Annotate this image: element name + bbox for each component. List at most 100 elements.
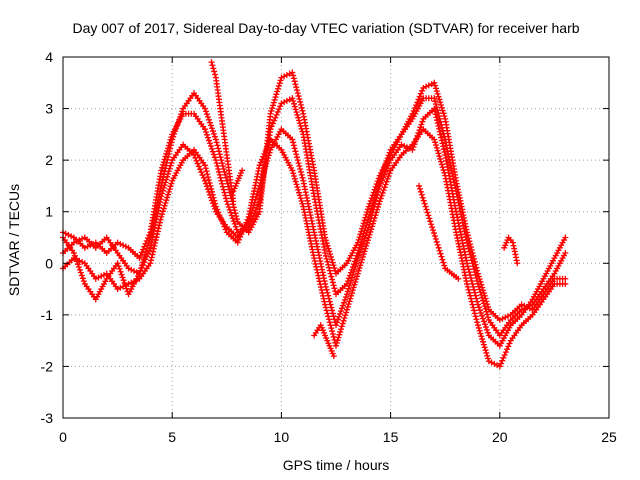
data-point — [491, 360, 498, 367]
data-point — [467, 292, 474, 299]
data-point — [354, 273, 360, 280]
data-series — [60, 59, 569, 370]
data-point — [224, 180, 231, 187]
data-point — [439, 140, 446, 147]
data-point — [356, 249, 363, 256]
y-tick-label: 4 — [45, 49, 53, 65]
data-point — [238, 231, 245, 238]
data-point — [359, 253, 366, 260]
data-point — [477, 309, 484, 316]
data-point — [84, 243, 91, 250]
data-point — [154, 231, 161, 238]
data-point — [398, 141, 405, 148]
y-tick-labels: -3 -2 -1 0 1 2 3 4 — [41, 49, 54, 426]
data-point — [334, 316, 341, 323]
data-point — [344, 288, 351, 295]
data-point — [480, 341, 487, 348]
data-point — [464, 229, 471, 236]
data-point — [274, 88, 281, 95]
data-point — [211, 197, 218, 204]
data-point — [311, 258, 318, 265]
data-point — [363, 242, 370, 249]
data-point — [343, 291, 350, 298]
data-point — [222, 192, 229, 199]
data-point — [224, 201, 231, 208]
data-point — [201, 105, 208, 112]
data-point — [175, 119, 182, 126]
x-tick-label: 5 — [168, 429, 176, 445]
data-point — [438, 161, 445, 168]
data-point — [166, 186, 173, 193]
data-point — [359, 222, 366, 229]
data-point — [351, 266, 358, 273]
data-point — [473, 295, 480, 302]
data-point — [156, 219, 163, 226]
data-point — [524, 304, 531, 311]
data-point — [350, 269, 357, 276]
data-point — [213, 139, 220, 146]
data-point — [364, 209, 371, 216]
data-point — [380, 174, 387, 181]
data-point — [464, 280, 471, 287]
data-point — [150, 245, 157, 252]
data-point — [202, 108, 209, 115]
data-point — [267, 110, 274, 117]
data-point — [372, 197, 379, 204]
data-point — [436, 128, 443, 135]
data-point — [352, 278, 359, 285]
data-point — [275, 82, 282, 89]
data-point — [207, 143, 214, 150]
data-point — [354, 239, 361, 246]
data-point — [474, 319, 481, 326]
data-point — [222, 171, 229, 178]
data-point — [372, 183, 379, 190]
data-point — [485, 358, 492, 365]
data-point — [330, 353, 337, 360]
series-fragment-4 — [415, 182, 462, 282]
data-point — [371, 186, 378, 193]
data-point — [215, 145, 222, 152]
data-point — [239, 167, 246, 174]
y-tick-label: -1 — [41, 307, 54, 323]
data-point — [381, 184, 388, 191]
series-fragment-2 — [230, 167, 246, 195]
data-point — [328, 273, 335, 280]
data-point — [355, 252, 362, 259]
data-point — [321, 298, 328, 305]
data-point — [366, 200, 373, 207]
data-point — [195, 163, 202, 170]
data-point — [327, 270, 334, 277]
data-point — [466, 238, 473, 245]
data-point — [333, 319, 340, 326]
data-point — [479, 284, 486, 291]
data-point — [485, 303, 492, 310]
data-point — [233, 216, 240, 223]
data-point — [296, 163, 303, 170]
data-point — [223, 195, 230, 202]
data-point — [370, 217, 377, 224]
data-point — [120, 277, 127, 284]
data-point — [219, 183, 226, 190]
data-point — [168, 180, 175, 187]
data-point — [155, 225, 162, 232]
data-point — [409, 146, 416, 153]
data-point — [293, 109, 300, 116]
data-point — [201, 177, 208, 184]
data-point — [481, 321, 488, 328]
data-point — [290, 142, 297, 149]
data-point — [409, 110, 416, 117]
data-point — [473, 264, 480, 271]
data-point — [233, 213, 240, 220]
data-point — [273, 91, 280, 98]
data-point — [311, 255, 318, 262]
data-point — [471, 289, 478, 296]
data-point — [242, 222, 248, 229]
data-point — [327, 253, 334, 260]
data-point — [437, 99, 444, 106]
data-point — [318, 287, 325, 294]
data-point — [276, 80, 283, 87]
data-point — [323, 307, 330, 314]
data-point — [425, 82, 432, 89]
data-point — [468, 247, 475, 254]
data-point — [562, 249, 569, 256]
